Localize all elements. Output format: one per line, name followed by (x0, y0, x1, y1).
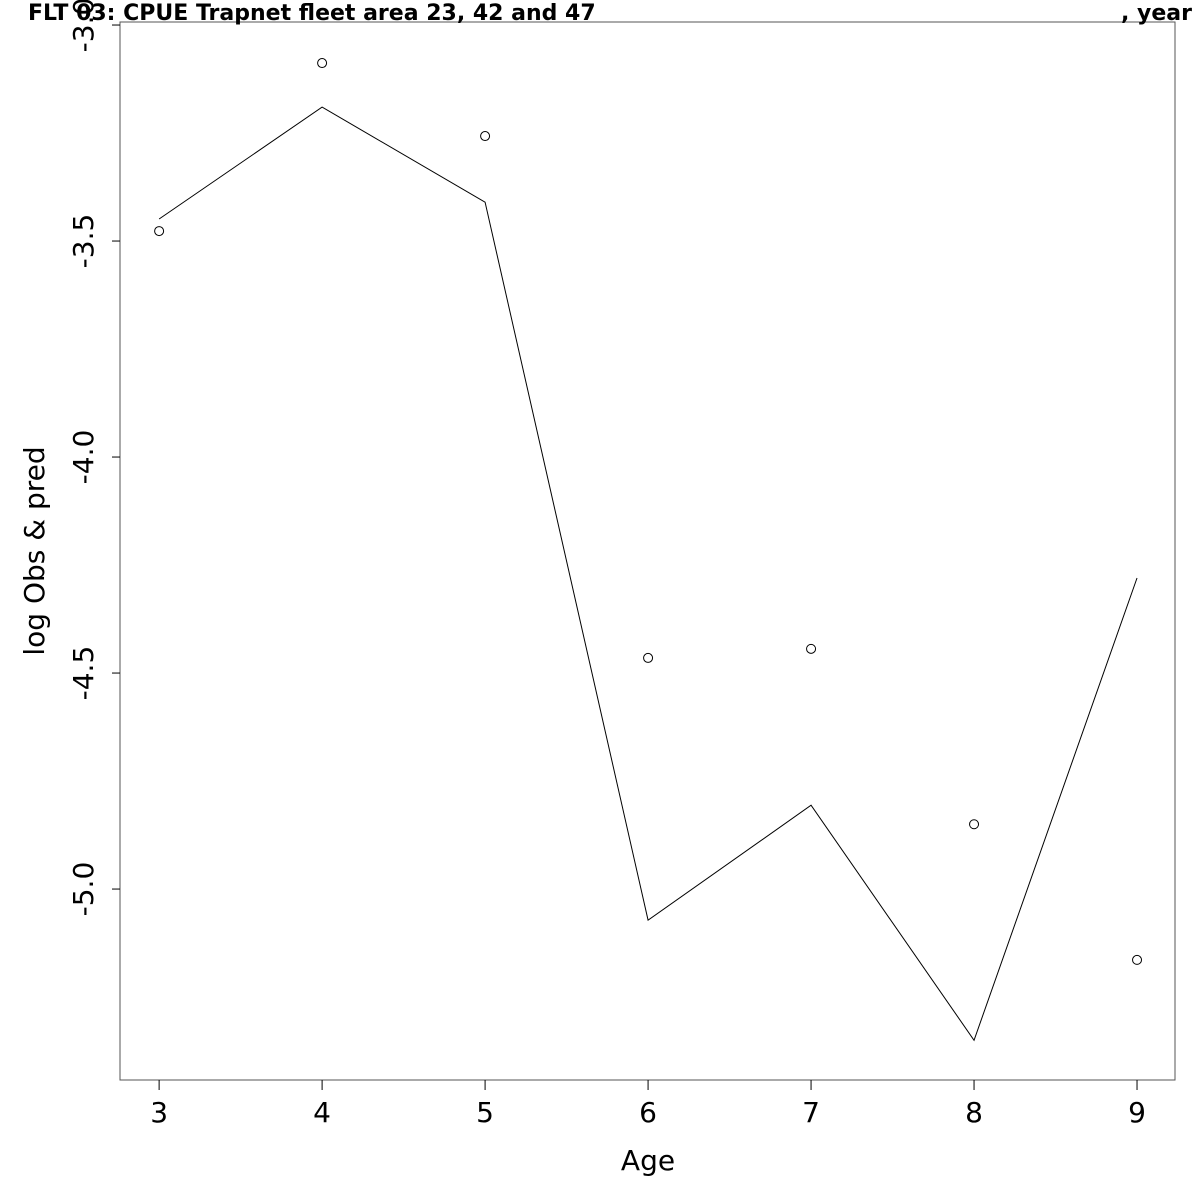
y-tick-label: -5.0 (67, 862, 100, 917)
plot-frame (119, 21, 1176, 1081)
x-axis-label: Age (621, 1144, 675, 1177)
x-tick-label: 6 (639, 1096, 657, 1129)
x-tick-label: 7 (802, 1096, 820, 1129)
obs-point (1132, 954, 1143, 965)
y-axis-label: log Obs & pred (18, 446, 51, 655)
pred-line (158, 106, 1138, 1042)
x-tick-label: 3 (150, 1096, 168, 1129)
x-tick-label: 5 (476, 1096, 494, 1129)
obs-point (317, 58, 328, 69)
chart-title: FLT 03: CPUE Trapnet fleet area 23, 42 a… (28, 1, 596, 26)
obs-point (154, 226, 165, 237)
obs-point (480, 131, 491, 142)
y-tick-label: -3.5 (67, 214, 100, 269)
x-tick-label: 8 (965, 1096, 983, 1129)
x-tick-label: 4 (313, 1096, 331, 1129)
y-tick-label: -3.0 (67, 0, 100, 52)
x-tick-label: 9 (1128, 1096, 1146, 1129)
chart-title-end: , year (1121, 1, 1192, 26)
y-tick-label: -4.0 (67, 430, 100, 485)
obs-point (969, 819, 980, 830)
obs-point (806, 643, 817, 654)
y-tick-label: -4.5 (67, 646, 100, 701)
obs-point (643, 652, 654, 663)
